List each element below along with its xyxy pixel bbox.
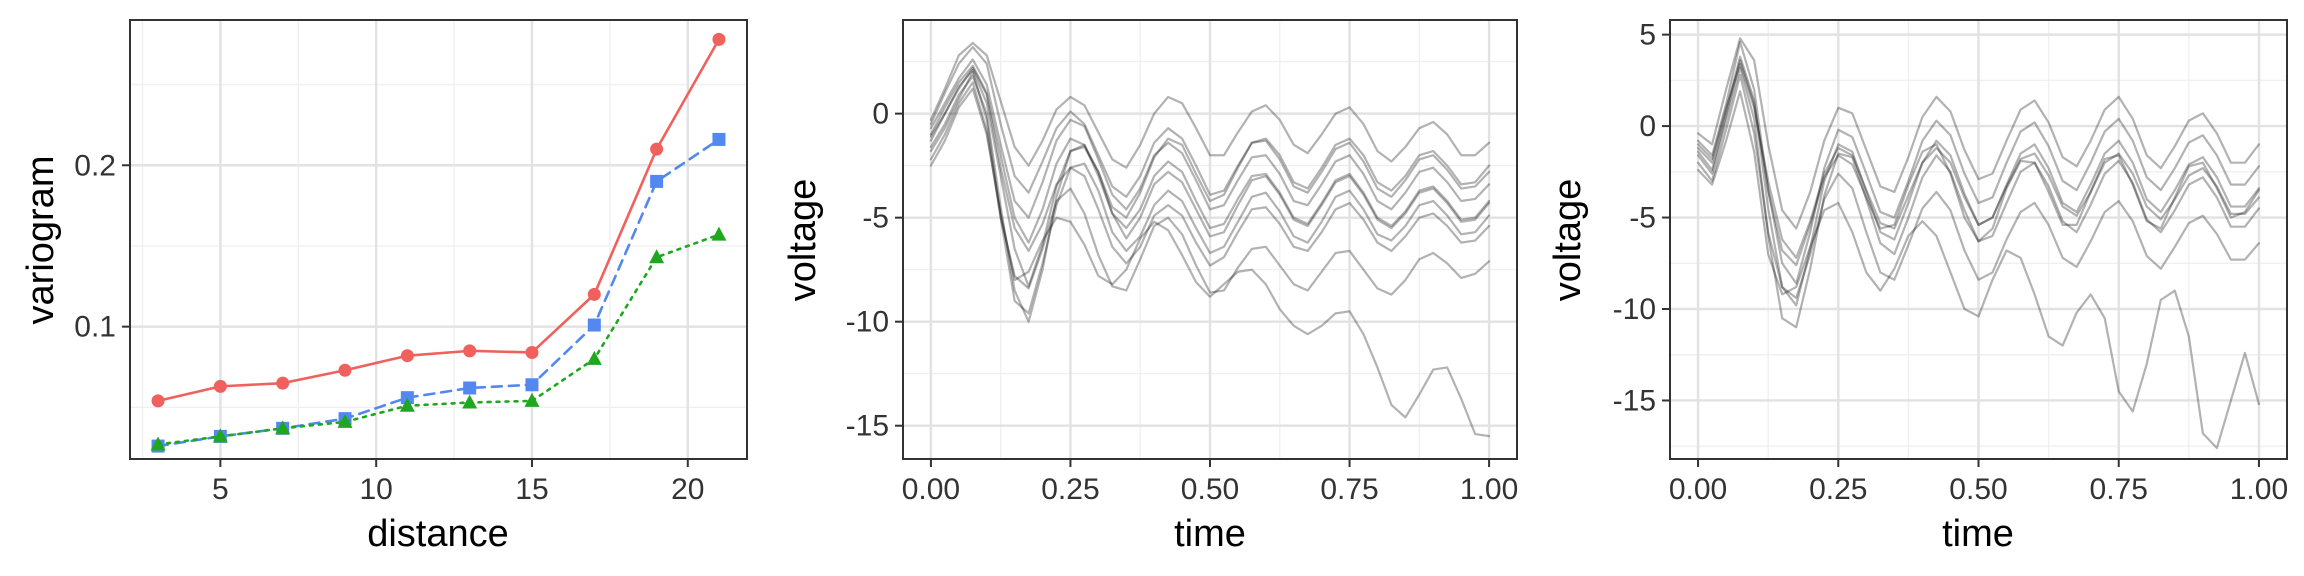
series-line-3 [156, 233, 721, 446]
series-clip-group [150, 32, 727, 453]
series-3-point [212, 428, 228, 443]
panel-2-major-grid [903, 20, 1517, 459]
series-line-1 [156, 38, 721, 403]
y-tick-label: -5 [1629, 202, 1656, 235]
panel-3-major-grid [1670, 20, 2287, 459]
series-3-point [337, 413, 353, 428]
series-line-7 [929, 41, 1491, 169]
x-tick-label: 0.50 [1181, 473, 1239, 506]
x-tick-label: 0.25 [1041, 473, 1099, 506]
series-clip-group [1696, 37, 2261, 450]
panel-1-y-axis-title: variogram [20, 156, 62, 325]
series-3-point [150, 436, 166, 451]
series-3-point [649, 249, 665, 264]
series-1-point [276, 376, 290, 390]
y-tick-label: 0.2 [74, 149, 116, 182]
series-1-point [525, 345, 539, 359]
x-tick-label: 0.25 [1809, 473, 1867, 506]
y-tick-label: -15 [846, 410, 889, 443]
x-tick-label: 0.75 [2090, 473, 2148, 506]
x-tick-label: 5 [212, 473, 229, 506]
series-3-point [399, 397, 415, 412]
y-tick-label: -10 [846, 306, 889, 339]
panel-3-x-axis-title: time [1942, 513, 2014, 555]
x-tick-label: 1.00 [2230, 473, 2288, 506]
series-line-1 [1696, 40, 2261, 285]
x-tick-label: 0.00 [902, 473, 960, 506]
series-line-8 [929, 66, 1491, 267]
series-line-1 [929, 58, 1491, 219]
panel-3-y-ticks: 5 0 -5 -10 -15 [1613, 19, 1670, 417]
series-line-4 [929, 75, 1491, 323]
series-2-point [712, 132, 726, 146]
series-1-point [463, 344, 477, 358]
panel-1-series [150, 32, 727, 453]
series-line-5 [1696, 62, 2261, 259]
panel-2-y-ticks: 0 -5 -10 -15 [846, 98, 903, 443]
y-tick-label: -5 [862, 202, 889, 235]
series-3-point [524, 392, 540, 407]
panel-1-border [129, 19, 748, 460]
panel-2-y-axis-title: voltage [782, 179, 824, 302]
y-tick-label: 0 [1639, 110, 1656, 143]
series-line-6 [1696, 73, 2261, 300]
series-clip-group [929, 41, 1491, 438]
panel-3-x-ticks: 0.00 0.25 0.50 0.75 1.00 [1669, 459, 2288, 506]
series-1-point [650, 142, 664, 156]
x-tick-label: 10 [359, 473, 392, 506]
x-tick-label: 0.50 [1949, 473, 2007, 506]
panel-1-background [130, 20, 747, 459]
series-3-point [711, 226, 727, 241]
x-tick-label: 0.00 [1669, 473, 1727, 506]
voltage-panel-3: 0.00 0.25 0.50 0.75 1.00 5 0 -5 -10 -15 time vol… [1547, 19, 2288, 555]
series-line-3 [1696, 66, 2261, 329]
panel-1-x-axis-title: distance [367, 513, 509, 555]
series-3-point [586, 350, 602, 365]
voltage-panel-2: 0.00 0.25 0.50 0.75 1.00 0 -5 -10 -15 time volt… [782, 19, 1518, 555]
panel-2-x-axis-title: time [1174, 513, 1246, 555]
x-tick-label: 1.00 [1460, 473, 1518, 506]
series-1-point [712, 32, 726, 46]
series-1-point [338, 363, 352, 377]
series-line-9 [929, 81, 1491, 296]
y-tick-label: 5 [1639, 19, 1656, 52]
series-1-point [587, 287, 601, 301]
y-tick-label: 0 [872, 98, 889, 131]
series-2-point [400, 391, 414, 405]
series-2-point [650, 174, 664, 188]
series-1-point [400, 349, 414, 363]
y-tick-label: -10 [1613, 293, 1656, 326]
panel-2-x-ticks: 0.00 0.25 0.50 0.75 1.00 [902, 459, 1518, 506]
series-line-2 [929, 64, 1491, 244]
series-3-point [462, 394, 478, 409]
series-1-point [151, 394, 165, 408]
series-line-5 [929, 70, 1491, 315]
series-1-point [213, 379, 227, 393]
panel-3-y-axis-title: voltage [1547, 179, 1589, 302]
series-2-point [587, 318, 601, 332]
y-tick-label: -15 [1613, 384, 1656, 417]
panel-2-series [929, 41, 1491, 438]
series-2-point [525, 378, 539, 392]
panel-1-y-ticks: 0.1 0.2 [74, 149, 130, 344]
series-line-7 [1696, 59, 2261, 267]
variogram-panel: 5 10 15 20 0.1 0.2 distance variogram [20, 19, 748, 555]
series-line-10 [929, 87, 1491, 438]
panel-3-series [1696, 37, 2261, 450]
panel-1-x-ticks: 5 10 15 20 [212, 459, 704, 506]
x-tick-label: 0.75 [1320, 473, 1378, 506]
panel-1-minor-grid [130, 20, 747, 459]
series-line-3 [929, 68, 1491, 288]
x-tick-label: 15 [515, 473, 548, 506]
series-3-point [275, 420, 291, 435]
series-line-6 [929, 45, 1491, 198]
series-line-2 [1696, 55, 2261, 307]
series-line-8 [1696, 90, 2261, 450]
series-line-4 [1696, 37, 2261, 230]
x-tick-label: 20 [671, 473, 704, 506]
y-tick-label: 0.1 [74, 311, 116, 344]
series-2-point [463, 381, 477, 395]
